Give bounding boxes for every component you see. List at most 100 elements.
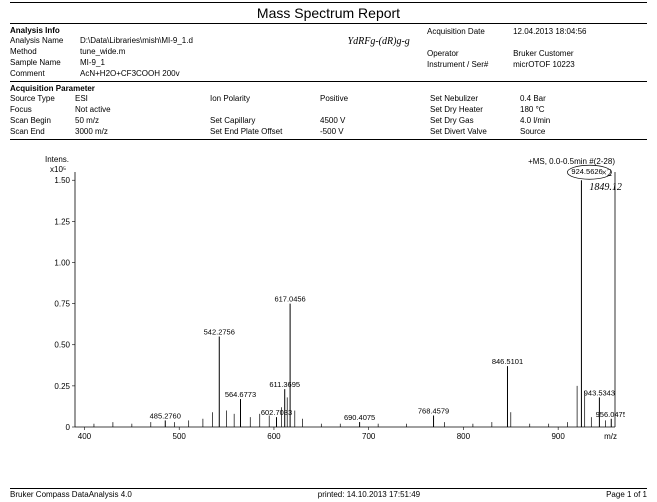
svg-text:485.2760: 485.2760	[150, 411, 181, 420]
info-row: Sample Name MI-9_1	[10, 57, 338, 68]
param-row: Set End Plate Offset -500 V	[210, 126, 430, 137]
param-row: Set Dry Gas 4.0 l/min	[430, 115, 630, 126]
param-value: Source	[520, 126, 620, 137]
info-row: Operator Bruker Customer	[427, 48, 647, 59]
param-value: -500 V	[320, 126, 420, 137]
info-label: Comment	[10, 68, 80, 79]
svg-text:956.0475: 956.0475	[596, 410, 625, 419]
info-label: Operator	[427, 48, 513, 59]
info-row: Acquisition Date 12.04.2013 18:04:56	[427, 26, 647, 37]
param-row: Ion Polarity Positive	[210, 93, 430, 104]
param-value	[320, 104, 420, 115]
info-row: Comment AcN+H2O+CF3COOH 200v	[10, 68, 338, 79]
svg-text:0: 0	[66, 423, 71, 432]
info-label: Source Type	[10, 93, 75, 104]
info-row: Focus Not active	[10, 104, 210, 115]
param-row: Set Nebulizer 0.4 Bar	[430, 93, 630, 104]
param-value: 0.4 Bar	[520, 93, 620, 104]
svg-text:400: 400	[78, 432, 92, 441]
footer-left: Bruker Compass DataAnalysis 4.0	[10, 490, 132, 499]
info-row: Source Type ESI	[10, 93, 210, 104]
param-value: Positive	[320, 93, 420, 104]
info-value: Bruker Customer	[513, 48, 647, 59]
svg-text:1.25: 1.25	[54, 217, 70, 226]
acq-param-header: Acquisition Parameter	[10, 84, 647, 93]
info-label: Scan Begin	[10, 115, 75, 126]
info-value: micrOTOF 10223	[513, 59, 647, 70]
param-label: Set Nebulizer	[430, 93, 520, 104]
svg-text:564.6773: 564.6773	[225, 390, 256, 399]
info-value: 3000 m/z	[75, 126, 195, 137]
svg-text:924.5626: 924.5626	[571, 167, 602, 176]
param-row: Set Dry Heater 180 °C	[430, 104, 630, 115]
info-label: Focus	[10, 104, 75, 115]
analysis-info-block: Analysis Info Analysis Name D:\Data\Libr…	[10, 26, 647, 79]
info-row: Scan Begin 50 m/z	[10, 115, 210, 126]
info-value: MI-9_1	[80, 57, 330, 68]
svg-text:900: 900	[551, 432, 565, 441]
info-value: 50 m/z	[75, 115, 195, 126]
param-label: Set Divert Valve	[430, 126, 520, 137]
acq-param-block: Acquisition Parameter Source Type ESI Fo…	[10, 84, 647, 137]
param-value: 4500 V	[320, 115, 420, 126]
param-label: Set Dry Heater	[430, 104, 520, 115]
svg-text:768.4579: 768.4579	[418, 406, 449, 415]
svg-text:×2: ×2	[601, 168, 612, 179]
svg-text:1849.12: 1849.12	[589, 182, 622, 193]
param-label	[210, 104, 320, 115]
svg-text:600: 600	[267, 432, 281, 441]
footer-mid: printed: 14.10.2013 17:51:49	[318, 490, 420, 499]
info-row: Method tune_wide.m	[10, 46, 338, 57]
analysis-info-header: Analysis Info	[10, 26, 338, 35]
info-value: 12.04.2013 18:04:56	[513, 26, 647, 37]
info-value: AcN+H2O+CF3COOH 200v	[80, 68, 330, 79]
info-label: Sample Name	[10, 57, 80, 68]
info-label: Scan End	[10, 126, 75, 137]
handwritten-note: YdRFg-(dR)g-g	[348, 26, 427, 79]
svg-text:0.25: 0.25	[54, 382, 70, 391]
info-row	[427, 37, 647, 48]
info-value: tune_wide.m	[80, 46, 330, 57]
svg-text:700: 700	[362, 432, 376, 441]
report-title: Mass Spectrum Report	[10, 2, 647, 24]
svg-text:611.3695: 611.3695	[269, 380, 300, 389]
info-label: Analysis Name	[10, 35, 80, 46]
mass-spectrum-chart: 0 0.25 0.50 0.75 1.00 1.25 1.50 400 500 600 700 800…	[45, 152, 625, 452]
info-value: D:\Data\Libraries\mish\MI-9_1.d	[80, 35, 330, 46]
svg-text:m/z: m/z	[604, 432, 617, 441]
svg-text:846.5101: 846.5101	[492, 357, 523, 366]
param-row	[210, 104, 430, 115]
info-label	[427, 37, 513, 48]
svg-text:617.0456: 617.0456	[274, 295, 305, 304]
param-value: 4.0 l/min	[520, 115, 620, 126]
svg-text:1.50: 1.50	[54, 176, 70, 185]
info-row: Scan End 3000 m/z	[10, 126, 210, 137]
svg-text:0.50: 0.50	[54, 341, 70, 350]
info-label: Acquisition Date	[427, 26, 513, 37]
svg-text:542.2756: 542.2756	[204, 328, 235, 337]
svg-text:+MS, 0.0-0.5min #(2-28): +MS, 0.0-0.5min #(2-28)	[528, 157, 615, 166]
svg-text:Intens.: Intens.	[45, 155, 69, 164]
param-row: Set Divert Valve Source	[430, 126, 630, 137]
info-value	[513, 37, 647, 48]
info-row: Instrument / Ser# micrOTOF 10223	[427, 59, 647, 70]
svg-text:800: 800	[457, 432, 471, 441]
param-label: Set End Plate Offset	[210, 126, 320, 137]
svg-text:1.00: 1.00	[54, 258, 70, 267]
svg-text:943.5343: 943.5343	[584, 388, 615, 397]
svg-text:500: 500	[173, 432, 187, 441]
info-label: Method	[10, 46, 80, 57]
svg-text:0.75: 0.75	[54, 300, 70, 309]
param-label: Set Dry Gas	[430, 115, 520, 126]
svg-text:602.7033: 602.7033	[261, 408, 292, 417]
info-label: Instrument / Ser#	[427, 59, 513, 70]
footer-right: Page 1 of 1	[606, 490, 647, 499]
svg-text:x10⁵: x10⁵	[50, 165, 66, 174]
param-value: 180 °C	[520, 104, 620, 115]
page-footer: Bruker Compass DataAnalysis 4.0 printed:…	[10, 488, 647, 499]
info-value: ESI	[75, 93, 195, 104]
info-row: Analysis Name D:\Data\Libraries\mish\MI-…	[10, 35, 338, 46]
param-label: Ion Polarity	[210, 93, 320, 104]
param-label: Set Capillary	[210, 115, 320, 126]
svg-text:690.4075: 690.4075	[344, 413, 375, 422]
